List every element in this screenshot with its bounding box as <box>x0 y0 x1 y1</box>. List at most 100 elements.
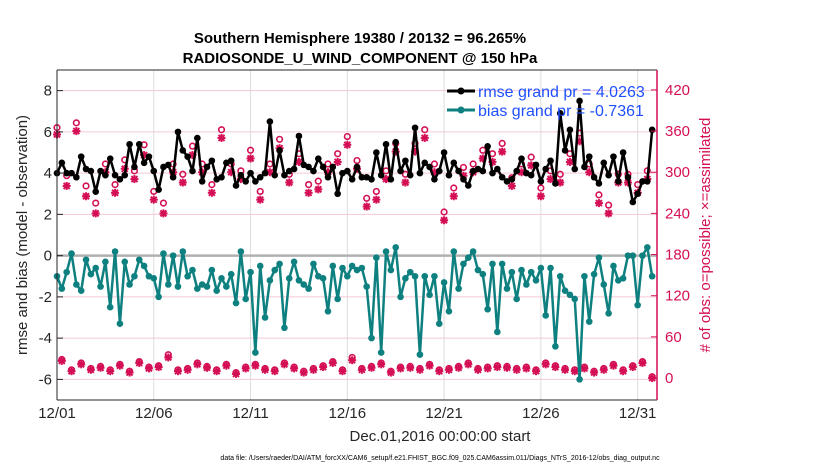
obs-assimilated-marker <box>67 367 76 376</box>
rmse-point <box>92 188 100 195</box>
x-tick-label: 12/06 <box>135 405 173 422</box>
bias-point <box>445 308 453 315</box>
bias-point <box>571 295 579 303</box>
rmse-point <box>73 173 80 181</box>
y-right-tick-label: 120 <box>665 288 690 305</box>
obs-assimilated-marker <box>377 360 386 369</box>
rmse-point <box>266 118 274 125</box>
bias-point <box>305 285 312 292</box>
bias-point <box>489 260 496 268</box>
bias-point <box>498 260 506 268</box>
obs-assimilated-marker <box>401 178 410 187</box>
bias-point <box>242 295 250 303</box>
bias-point <box>644 244 651 251</box>
rmse-point <box>426 163 433 171</box>
obs-assimilated-marker <box>154 363 163 372</box>
obs-assimilated-marker <box>493 363 502 372</box>
obs-assimilated-marker <box>159 209 168 218</box>
rmse-point <box>513 167 520 175</box>
rmse-point <box>329 163 337 171</box>
rmse-point <box>508 176 516 183</box>
obs-assimilated-marker <box>362 202 371 211</box>
obs-possible-marker <box>179 170 187 178</box>
bias-point <box>92 264 100 272</box>
rmse-point <box>581 163 588 171</box>
bias-point <box>619 275 627 282</box>
x-tick-label: 12/16 <box>329 405 367 422</box>
rmse-point <box>411 124 419 132</box>
obs-possible-marker <box>334 150 342 158</box>
y-axis-left-label: rmse and bias (model - observation) <box>14 115 31 355</box>
obs-assimilated-marker <box>628 363 637 372</box>
obs-assimilated-marker <box>280 360 289 369</box>
data-marks <box>53 97 657 383</box>
obs-possible-marker <box>256 187 264 196</box>
bias-point <box>102 258 109 266</box>
bias-point <box>344 272 351 280</box>
bias-point <box>213 287 220 294</box>
bias-point <box>527 268 535 276</box>
bias-point <box>421 272 429 280</box>
bias-point <box>518 266 525 274</box>
obs-assimilated-marker <box>222 361 231 370</box>
bias-point <box>63 268 70 276</box>
bias-point <box>271 266 279 274</box>
obs-assimilated-marker <box>449 192 458 201</box>
bias-point <box>402 275 409 282</box>
rmse-point <box>276 147 283 154</box>
bias-point <box>150 275 158 282</box>
bias-point <box>363 283 370 290</box>
obs-assimilated-marker <box>86 365 95 374</box>
obs-possible-marker <box>605 201 613 209</box>
bias-point <box>169 252 177 259</box>
obs-assimilated-marker <box>541 360 550 369</box>
obs-possible-marker <box>556 170 564 178</box>
obs-assimilated-marker <box>193 360 202 369</box>
rmse-point <box>518 155 525 162</box>
rmse-point <box>87 167 95 175</box>
bias-point <box>585 318 593 325</box>
legend-bias-marker <box>457 106 465 114</box>
obs-assimilated-marker <box>256 195 265 204</box>
bias-point <box>82 256 90 264</box>
bias-point <box>97 283 104 290</box>
y-left-tick-label: 2 <box>44 206 52 223</box>
rmse-point <box>537 178 545 185</box>
rmse-point <box>242 178 250 185</box>
obs-assimilated-marker <box>77 360 86 369</box>
obs-possible-marker <box>82 182 90 190</box>
obs-possible-marker <box>469 160 477 168</box>
obs-assimilated-marker <box>464 360 473 369</box>
obs-assimilated-marker <box>304 188 313 197</box>
rmse-point <box>63 169 70 177</box>
obs-assimilated-marker <box>348 356 357 365</box>
rmse-point <box>97 167 104 175</box>
obs-assimilated-marker <box>483 364 492 373</box>
rmse-point <box>256 173 264 181</box>
rmse-point <box>561 147 569 154</box>
obs-assimilated-marker <box>125 368 134 377</box>
obs-assimilated-marker <box>454 363 463 372</box>
rmse-point <box>532 161 540 169</box>
rmse-point <box>247 169 254 177</box>
obs-possible-marker <box>430 160 439 168</box>
rmse-point <box>619 149 627 156</box>
y-right-tick-label: 360 <box>665 123 690 140</box>
obs-assimilated-marker <box>532 367 541 376</box>
rmse-point <box>542 165 550 173</box>
rmse-point <box>479 167 487 175</box>
obs-assimilated-marker <box>285 178 294 187</box>
obs-possible-marker <box>208 180 216 189</box>
y-axis-right-label: # of obs: o=possible; ×=assimilated <box>697 118 714 353</box>
bias-point <box>387 266 395 274</box>
rmse-point <box>614 178 622 185</box>
obs-assimilated-marker <box>183 365 192 374</box>
rmse-point <box>126 140 133 148</box>
obs-assimilated-marker <box>173 367 182 376</box>
rmse-point <box>576 97 583 105</box>
bias-point <box>648 272 656 280</box>
bias-point <box>106 303 114 311</box>
y-left-tick-label: 8 <box>44 83 52 100</box>
rmse-point <box>334 190 341 198</box>
bias-point <box>426 291 433 299</box>
